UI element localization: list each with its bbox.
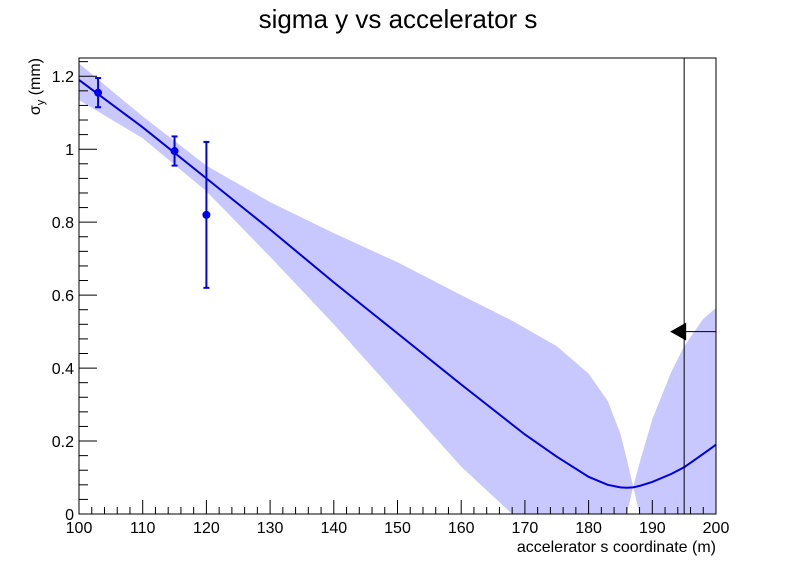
y-tick-label: 0 — [65, 507, 74, 524]
x-tick-label: 190 — [639, 520, 666, 537]
y-tick-label: 0.4 — [52, 361, 74, 378]
y-axis-label: σy (mm) — [27, 58, 47, 115]
y-tick-label: 1 — [65, 142, 74, 159]
arrow-head — [670, 322, 687, 341]
x-tick-label: 150 — [384, 520, 411, 537]
y-tick-label: 0.8 — [52, 215, 74, 232]
data-point — [170, 147, 179, 156]
measurement-points-layer — [94, 77, 211, 289]
marker-layer — [670, 58, 716, 514]
error-band-layer — [79, 63, 716, 514]
x-tick-label: 100 — [66, 520, 93, 537]
x-tick-label: 170 — [512, 520, 539, 537]
y-tick-label: 0.6 — [52, 288, 74, 305]
x-tick-label: 130 — [257, 520, 284, 537]
x-tick-label: 180 — [575, 520, 602, 537]
axes-layer: 100 110 120 130 140 150 160 170 180 190 200 0 0.2 0.4… — [52, 57, 730, 537]
y-tick-label: 0.2 — [52, 434, 74, 451]
y-axis-label-symbol: σ — [27, 105, 44, 115]
x-axis-label: accelerator s coordinate (m) — [517, 539, 716, 556]
x-tick-label: 140 — [320, 520, 347, 537]
y-axis-label-subscript: y — [35, 99, 47, 105]
chart-title: sigma y vs accelerator s — [259, 4, 538, 34]
x-tick-label: 120 — [193, 520, 220, 537]
x-tick-label: 110 — [130, 520, 156, 537]
x-tick-label: 200 — [703, 520, 730, 537]
data-point — [202, 210, 211, 219]
fit-curve — [78, 79, 717, 489]
data-point — [94, 88, 103, 97]
y-axis-label-unit: (mm) — [27, 58, 44, 100]
error-band — [79, 63, 716, 514]
x-tick-label: 160 — [448, 520, 475, 537]
y-tick-label: 1.2 — [52, 69, 74, 86]
fit-curve-layer — [78, 79, 717, 489]
